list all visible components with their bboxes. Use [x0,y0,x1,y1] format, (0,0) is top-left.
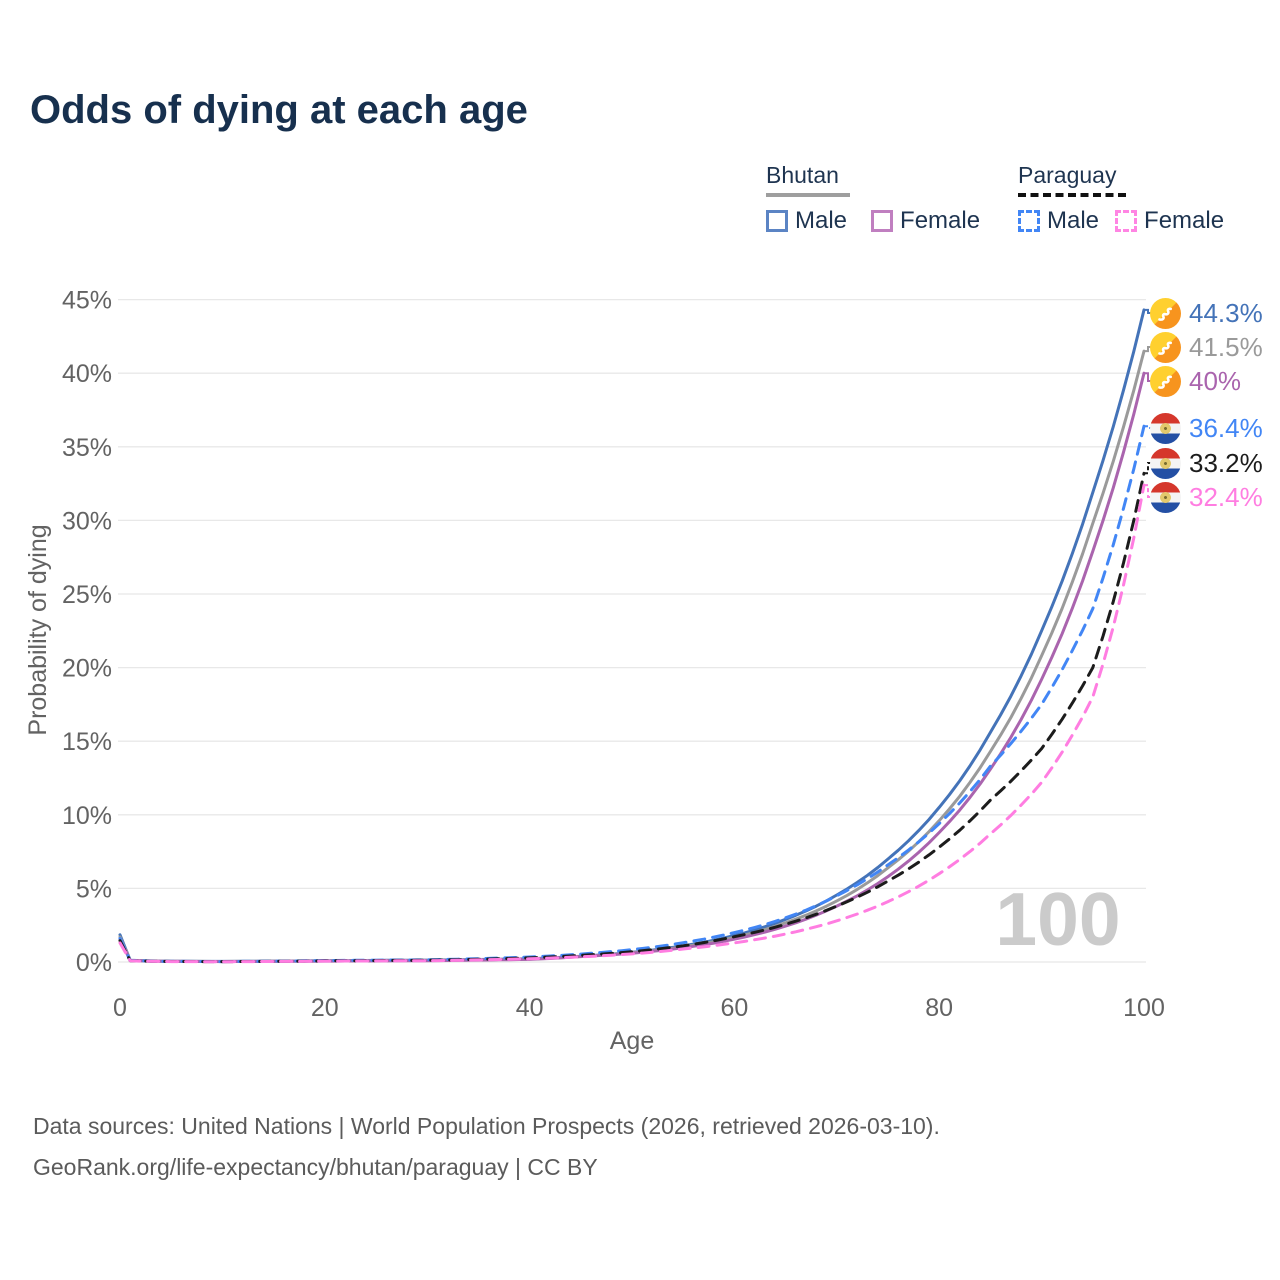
paraguay-female-swatch-icon [1115,210,1138,232]
paraguay-male-swatch-icon [1018,210,1040,232]
legend-item-paraguay-female[interactable]: Female [1115,207,1224,235]
bhutan-flag-icon [1150,297,1181,329]
y-tick-label: 0% [76,949,112,977]
end-label-bhutan-female: 40% [1150,365,1241,397]
y-tick-label: 25% [62,581,112,609]
y-tick-label: 5% [76,875,112,903]
footer: Data sources: United Nations | World Pop… [33,1106,940,1188]
paraguay-linestyle-swatch [1018,193,1126,197]
bhutan-male-swatch-icon [766,210,788,232]
series-line-bhutan-both[interactable] [118,349,1146,963]
footer-data-sources: Data sources: United Nations | World Pop… [33,1113,940,1139]
x-tick-label: 100 [1123,994,1165,1022]
legend-country-paraguay: Paraguay [1018,162,1117,188]
series-line-paraguay-male[interactable] [118,424,1146,964]
paraguay-emblem-icon [1160,457,1171,469]
end-label-paraguay-male: 36.4% [1150,412,1263,444]
y-tick-label: 20% [62,655,112,683]
label-connector [1144,484,1154,498]
series-line-paraguay-female[interactable] [118,483,1146,964]
end-label-value: 36.4% [1189,412,1263,443]
legend-item-bhutan-male[interactable]: Male [766,207,847,235]
age-watermark: 100 [995,877,1120,961]
legend-item-bhutan-female[interactable]: Female [871,207,980,235]
legend-group-paraguay: Paraguay Male Female [1018,162,1224,235]
series-line-bhutan-male[interactable] [118,308,1146,963]
end-label-value: 33.2% [1189,447,1263,478]
end-label-value: 40% [1189,365,1242,396]
paraguay-emblem-icon [1160,491,1171,503]
end-label-bhutan-both: 41.5% [1150,331,1263,363]
x-tick-label: 80 [925,994,953,1022]
bhutan-flag-icon [1150,331,1181,363]
paraguay-flag-icon [1150,481,1181,513]
legend-item-paraguay-male[interactable]: Male [1018,207,1099,235]
end-label-bhutan-male: 44.3% [1150,297,1263,329]
paraguay-flag-icon [1150,412,1181,444]
y-tick-label: 35% [62,434,112,462]
end-label-value: 44.3% [1189,297,1263,328]
y-axis-title: Probability of dying [24,524,52,735]
y-tick-label: 30% [62,507,112,535]
legend-label: Female [900,207,981,234]
y-tick-label: 15% [62,728,112,756]
legend-label: Male [795,207,848,234]
x-tick-label: 60 [720,994,748,1022]
x-tick-label: 20 [311,994,339,1022]
x-axis-title: Age [610,1027,654,1055]
paraguay-flag-icon [1150,447,1181,479]
page-title: Odds of dying at each age [30,88,528,132]
end-label-paraguay-both: 33.2% [1150,447,1263,479]
legend-label: Female [1144,207,1225,234]
y-tick-label: 45% [62,287,112,315]
legend-country-bhutan: Bhutan [766,162,839,188]
x-tick-label: 0 [113,994,127,1022]
end-label-paraguay-female: 32.4% [1150,481,1263,513]
y-tick-label: 10% [62,802,112,830]
end-label-value: 41.5% [1189,331,1263,362]
bhutan-female-swatch-icon [871,210,894,232]
legend-label: Male [1047,207,1100,234]
end-label-value: 32.4% [1189,481,1263,512]
paraguay-emblem-icon [1160,422,1171,434]
y-tick-label: 40% [62,360,112,388]
bhutan-linestyle-swatch [766,193,850,197]
legend-group-bhutan: Bhutan Male Female [766,162,980,235]
x-tick-label: 40 [516,994,544,1022]
bhutan-flag-icon [1150,365,1181,397]
footer-attribution: GeoRank.org/life-expectancy/bhutan/parag… [33,1154,598,1180]
